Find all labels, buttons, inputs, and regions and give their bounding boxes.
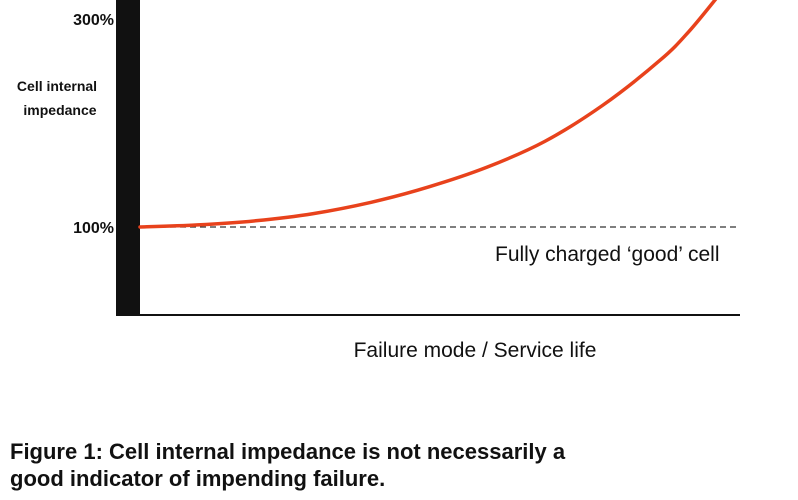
y-axis-label-line1: Cell internal <box>17 78 97 94</box>
series-line-impedance <box>138 0 718 229</box>
caption-line-1: Figure 1: Cell internal impedance is not… <box>10 439 566 464</box>
y-tick-label-100: 100% <box>73 220 114 237</box>
figure-caption: Figure 1: Cell internal impedance is not… <box>10 438 790 492</box>
reference-line-label: Fully charged ‘good’ cell <box>495 243 720 266</box>
y-axis-bar <box>116 0 140 316</box>
y-tick-label-300: 300% <box>73 12 114 29</box>
x-axis-label: Failure mode / Service life <box>354 339 597 362</box>
caption-line-2: good indicator of impending failure. <box>10 466 386 491</box>
y-axis-label-line2: impedance <box>23 102 96 118</box>
